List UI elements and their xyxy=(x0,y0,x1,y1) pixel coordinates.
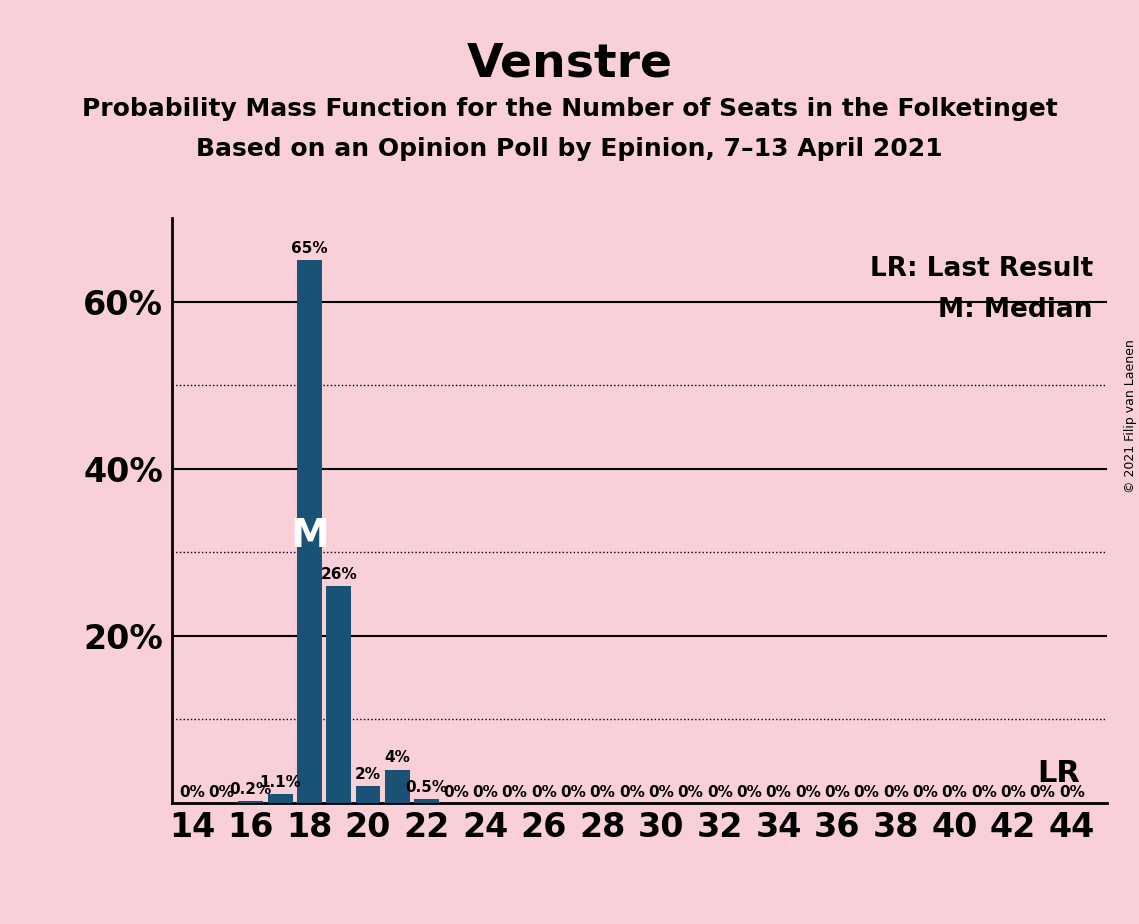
Text: 0%: 0% xyxy=(443,784,469,799)
Text: 0%: 0% xyxy=(765,784,792,799)
Text: 0%: 0% xyxy=(736,784,762,799)
Text: 0%: 0% xyxy=(970,784,997,799)
Text: M: Median: M: Median xyxy=(939,298,1093,323)
Text: 2%: 2% xyxy=(355,767,382,782)
Text: 0%: 0% xyxy=(531,784,557,799)
Text: 1.1%: 1.1% xyxy=(259,774,301,790)
Bar xyxy=(326,586,351,803)
Text: 0.2%: 0.2% xyxy=(230,782,272,797)
Text: 26%: 26% xyxy=(320,566,357,581)
Bar xyxy=(355,786,380,803)
Text: Based on an Opinion Poll by Epinion, 7–13 April 2021: Based on an Opinion Poll by Epinion, 7–1… xyxy=(196,137,943,161)
Text: LR: Last Result: LR: Last Result xyxy=(870,256,1093,283)
Text: 0%: 0% xyxy=(1000,784,1026,799)
Text: © 2021 Filip van Laenen: © 2021 Filip van Laenen xyxy=(1124,339,1137,492)
Text: 65%: 65% xyxy=(292,241,328,256)
Text: 4%: 4% xyxy=(384,750,410,765)
Text: 0%: 0% xyxy=(853,784,879,799)
Text: Probability Mass Function for the Number of Seats in the Folketinget: Probability Mass Function for the Number… xyxy=(82,97,1057,121)
Text: 0.5%: 0.5% xyxy=(405,780,448,795)
Text: 0%: 0% xyxy=(912,784,939,799)
Text: 0%: 0% xyxy=(208,784,235,799)
Text: 0%: 0% xyxy=(1030,784,1056,799)
Text: 0%: 0% xyxy=(825,784,850,799)
Text: 0%: 0% xyxy=(1059,784,1084,799)
Text: Venstre: Venstre xyxy=(467,42,672,87)
Bar xyxy=(385,770,410,803)
Text: 0%: 0% xyxy=(618,784,645,799)
Text: 0%: 0% xyxy=(883,784,909,799)
Bar xyxy=(238,801,263,803)
Text: 0%: 0% xyxy=(590,784,615,799)
Text: 0%: 0% xyxy=(473,784,498,799)
Text: LR: LR xyxy=(1038,760,1081,788)
Bar xyxy=(268,794,293,803)
Text: 0%: 0% xyxy=(648,784,674,799)
Text: 0%: 0% xyxy=(560,784,587,799)
Text: M: M xyxy=(290,517,329,554)
Text: 0%: 0% xyxy=(707,784,732,799)
Text: 0%: 0% xyxy=(942,784,967,799)
Text: 0%: 0% xyxy=(795,784,821,799)
Text: 0%: 0% xyxy=(678,784,704,799)
Text: 0%: 0% xyxy=(501,784,527,799)
Bar xyxy=(297,260,322,803)
Text: 0%: 0% xyxy=(179,784,205,799)
Bar xyxy=(415,799,440,803)
